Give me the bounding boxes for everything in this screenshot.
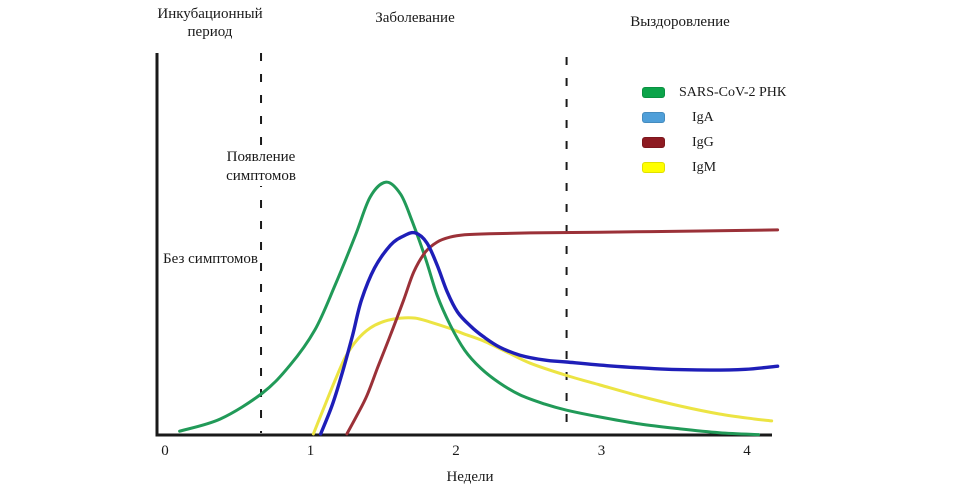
legend-item-iga: IgA [642,105,786,130]
annotation-symptom-onset: Появление симптомов [209,148,313,186]
phase-label-recovery: Выздоровление [630,14,730,30]
curve-sars-cov-2- [178,180,761,437]
iga-color-swatch [642,112,665,123]
curve-iga [319,230,780,436]
annotation-no-symptoms: Без симптомов [163,251,258,267]
x-tick-label-4: 4 [743,443,751,459]
rna-color-swatch [642,87,665,98]
legend-label-iga: IgA [692,109,714,125]
x-tick-label-1: 1 [306,443,315,459]
legend-label-igm: IgM [692,159,717,175]
legend-item-igg: IgG [642,130,786,155]
phase-label-illness: Заболевание [375,10,455,26]
curve-igm [311,316,774,436]
curve-igg [345,228,780,436]
phase-label-incubation: Инкубационный период [157,6,263,40]
legend-item-rna: SARS-CoV-2 РНК [642,80,786,105]
legend: SARS-CoV-2 РНК IgA IgG IgM [642,80,786,180]
igg-color-swatch [642,137,665,148]
legend-label-igg: IgG [692,134,714,150]
legend-label-rna: SARS-CoV-2 РНК [679,84,787,100]
x-tick-label-2: 2 [452,443,460,459]
x-tick-label-0: 0 [161,443,169,459]
x-axis-title: Недели [446,469,494,485]
legend-item-igm: IgM [642,155,786,180]
x-tick-label-3: 3 [597,443,606,459]
igm-color-swatch [642,162,665,173]
